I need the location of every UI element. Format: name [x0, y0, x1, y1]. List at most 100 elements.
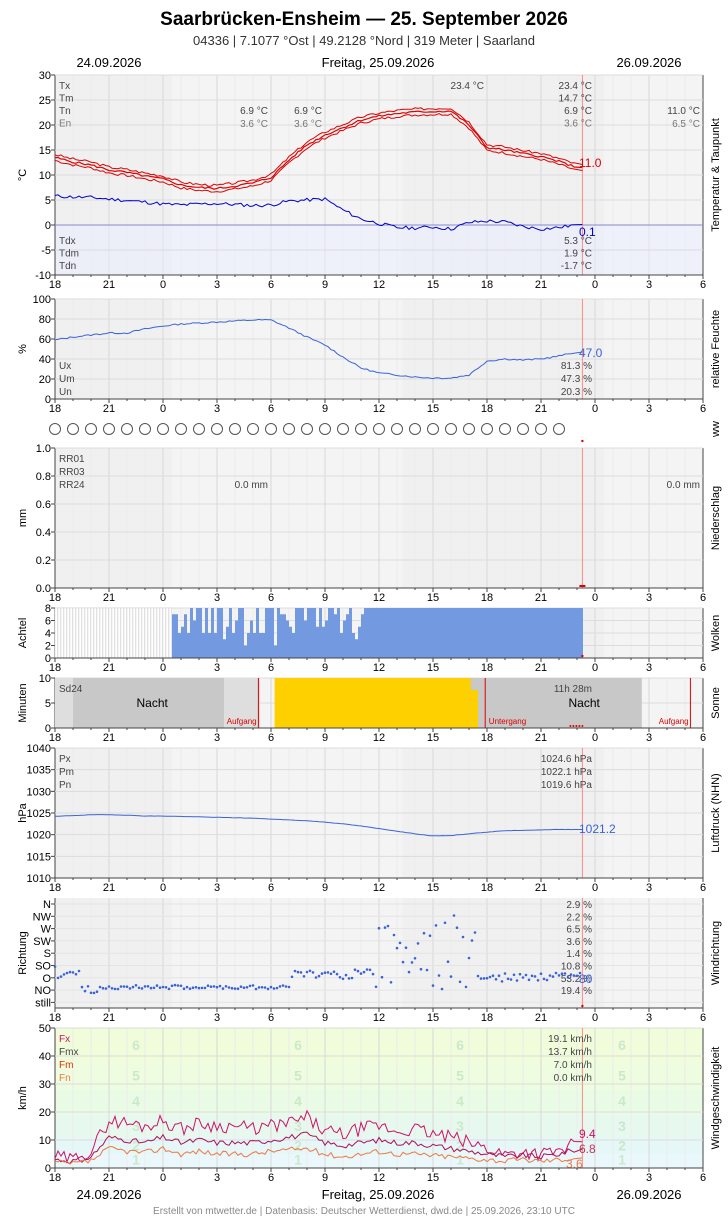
wdir-point	[239, 985, 243, 988]
wdir-point	[434, 924, 438, 927]
wdir-point	[314, 976, 318, 979]
cloud-bar	[238, 608, 241, 658]
ww-circle	[121, 423, 133, 435]
cloud-bar	[244, 645, 247, 658]
wdir-ylabel: Richtung	[17, 931, 29, 974]
temp-day-tn: 6.9 °C	[294, 106, 322, 117]
wspd-y-tick-label: 0	[45, 1163, 51, 1175]
cloud-bar	[247, 633, 250, 658]
bft-number: 1	[618, 1152, 626, 1168]
press-value-pm: 1022.1 hPa	[541, 767, 593, 778]
hum-x-tick-label: 12	[373, 403, 385, 415]
wdir-point	[449, 975, 453, 978]
temp-tmin-line	[54, 113, 583, 193]
ww-circle	[427, 423, 439, 435]
cloud-night-bar	[81, 607, 85, 659]
dew-legend-tdm: Tdm	[59, 249, 79, 260]
wdir-pct-no: 19.4 %	[561, 986, 592, 997]
wdir-point	[362, 970, 366, 974]
cloud-bar	[529, 608, 532, 658]
cloud-bar	[196, 608, 199, 658]
hum-side-label: relative Feuchte	[710, 310, 722, 388]
cloud-bar	[439, 608, 442, 658]
press-x-tick-label: 0	[160, 882, 166, 894]
temp-tmax-line	[54, 107, 583, 187]
wdir-point	[329, 972, 333, 976]
wdir-point	[389, 981, 393, 984]
wdir-now-dot	[581, 1004, 584, 1008]
cloud-x-tick-label: 6	[268, 662, 274, 674]
sun-now-dots	[575, 725, 578, 727]
wdir-point	[323, 971, 327, 974]
wdir-point	[527, 978, 531, 982]
wdir-point	[419, 967, 423, 971]
press-x-tick-label: 12	[373, 882, 385, 894]
wdir-point	[470, 939, 474, 942]
cloud-bar	[337, 608, 340, 658]
cloud-bar	[487, 608, 490, 658]
wdir-point	[185, 985, 189, 989]
rain-legend-rr01: RR01	[59, 454, 85, 465]
cloud-bar	[253, 633, 256, 658]
cloud-bar	[355, 639, 358, 658]
sun-ylabel: Minuten	[17, 683, 29, 722]
bft-number: 1	[294, 1152, 302, 1168]
wspd-ylabel: km/h	[17, 1086, 29, 1110]
sun-night-block-1	[73, 678, 225, 728]
bft-number: 2	[618, 1138, 626, 1154]
hum-x-tick-label: 21	[103, 403, 115, 415]
wdir-point	[95, 990, 99, 993]
wdir-point	[338, 976, 342, 979]
rain-y-tick-label: 0.6	[36, 499, 51, 511]
cloud-night-bar	[126, 607, 130, 659]
temp-x-tick-label: 18	[481, 279, 493, 291]
wdir-point	[218, 984, 222, 988]
bft-number: 1	[456, 1152, 464, 1168]
dew-value-tdm: 1.9 °C	[564, 249, 592, 260]
wdir-point	[317, 974, 321, 978]
temp-x-tick-label: 6	[268, 279, 274, 291]
wdir-point	[452, 914, 456, 917]
wdir-point	[281, 984, 285, 987]
wdir-point	[80, 985, 84, 989]
hum-legend-um: Um	[59, 374, 75, 385]
cloud-bar	[490, 608, 493, 658]
rain-night-1	[55, 448, 172, 588]
cloud-night-bar	[72, 607, 76, 659]
cloud-bar	[481, 608, 484, 658]
wspd-y-tick-label: 20	[39, 1107, 51, 1119]
cloud-bar	[283, 614, 286, 658]
cloud-bar	[412, 608, 415, 658]
hum-x-tick-label: 0	[160, 403, 166, 415]
wdir-point	[473, 931, 477, 934]
wdir-point	[326, 971, 330, 974]
wdir-point	[134, 984, 138, 987]
bft-number: 5	[294, 1068, 302, 1084]
wspd-y-tick-label: 30	[39, 1079, 51, 1091]
press-y-tick-label: 1035	[27, 765, 51, 777]
wdir-point	[425, 968, 429, 972]
cloud-now-dot	[581, 654, 584, 658]
ww-circle	[463, 423, 475, 435]
wdir-point	[305, 970, 309, 974]
cloud-bar	[451, 608, 454, 658]
station-info: 04336 | 7.1077 °Ost | 49.2128 °Nord | 31…	[193, 33, 535, 48]
ww-circle	[553, 423, 565, 435]
cloud-night-bar	[162, 607, 166, 659]
temp-legend-en: En	[59, 119, 71, 130]
cloud-bar	[277, 608, 280, 658]
cloud-bar	[262, 633, 265, 658]
press-x-tick-label: 6	[268, 882, 274, 894]
ww-circle	[139, 423, 151, 435]
wdir-x-tick-label: 0	[160, 1012, 166, 1024]
cloud-night-bar	[84, 607, 88, 659]
cloud-night-bar	[165, 607, 169, 659]
cloud-bar	[442, 608, 445, 658]
temp-prev-en: 3.6 °C	[240, 119, 268, 130]
cloud-night-bar	[138, 607, 142, 659]
cloud-bar	[178, 633, 181, 658]
sunset-label: Untergang	[489, 717, 526, 726]
cloud-bar	[454, 608, 457, 658]
press-x-tick-label: 3	[214, 882, 220, 894]
